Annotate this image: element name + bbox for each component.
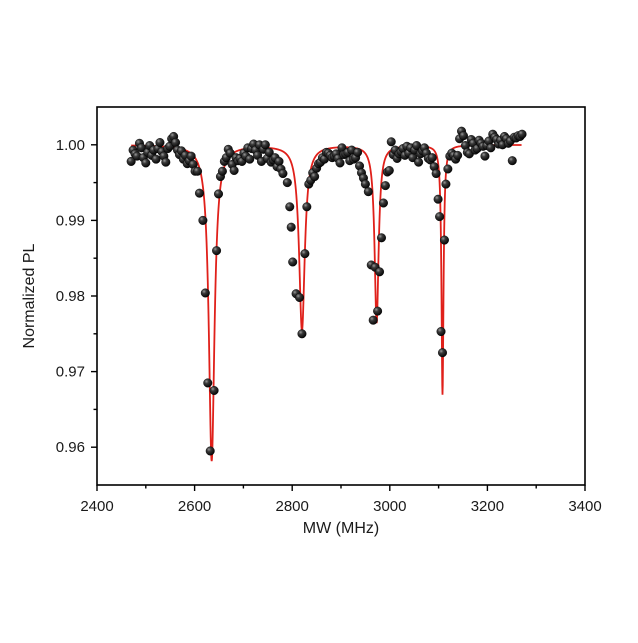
data-point xyxy=(378,198,388,208)
data-point xyxy=(441,179,451,189)
data-point xyxy=(363,187,373,197)
data-point xyxy=(278,169,288,179)
data-point xyxy=(126,156,136,166)
data-point xyxy=(480,151,490,161)
data-point xyxy=(245,154,255,164)
data-point xyxy=(214,189,224,199)
data-point xyxy=(300,249,310,259)
data-point xyxy=(302,202,312,212)
y-tick-label: 0.98 xyxy=(56,288,85,305)
data-point xyxy=(439,235,449,245)
x-tick-label: 3000 xyxy=(373,498,406,515)
data-point xyxy=(209,386,219,396)
data-point xyxy=(286,222,296,232)
data-point xyxy=(200,288,210,298)
data-point xyxy=(136,143,146,153)
data-point xyxy=(384,165,394,175)
data-point xyxy=(155,138,165,148)
data-point xyxy=(285,202,295,212)
data-point xyxy=(186,151,196,161)
data-point xyxy=(375,267,385,277)
data-point xyxy=(151,154,161,164)
data-point xyxy=(217,166,227,176)
data-point xyxy=(282,178,292,188)
x-tick-label: 2800 xyxy=(276,498,309,515)
fit-curve-layer xyxy=(131,144,522,462)
data-point xyxy=(161,157,171,167)
data-point xyxy=(427,153,437,163)
fit-line xyxy=(131,144,522,462)
axis-tick-labels: 2400 2600 2800 3000 3200 3400 0.96 0.97 0.98 0.99… xyxy=(56,137,602,515)
data-point xyxy=(373,306,383,316)
data-point xyxy=(193,166,203,176)
data-point xyxy=(288,257,298,267)
x-tick-label: 2400 xyxy=(80,498,113,515)
data-point xyxy=(274,156,284,166)
y-tick-label: 0.99 xyxy=(56,212,85,229)
data-point xyxy=(443,164,453,174)
x-tick-label: 2600 xyxy=(178,498,211,515)
x-axis-title: MW (MHz) xyxy=(303,520,379,537)
data-point xyxy=(198,215,208,225)
data-point xyxy=(297,329,307,339)
data-point xyxy=(433,194,443,204)
data-point xyxy=(486,143,496,153)
data-point xyxy=(436,327,446,337)
data-point xyxy=(453,150,463,160)
data-point xyxy=(141,158,151,168)
data-point xyxy=(171,138,181,148)
x-tick-label: 3200 xyxy=(471,498,504,515)
data-point xyxy=(517,129,527,139)
data-point xyxy=(335,158,345,168)
y-tick-label: 0.97 xyxy=(56,364,85,381)
data-point xyxy=(212,246,222,256)
data-point xyxy=(203,378,213,388)
data-point xyxy=(458,131,468,141)
data-point xyxy=(368,315,378,325)
data-points-layer xyxy=(126,126,527,456)
axis-ticks xyxy=(91,144,586,491)
data-point xyxy=(507,156,517,166)
data-point xyxy=(260,140,270,150)
y-tick-label: 0.96 xyxy=(56,439,85,456)
data-point xyxy=(377,233,387,243)
data-point xyxy=(431,169,441,179)
data-point xyxy=(310,172,320,182)
data-point xyxy=(435,212,445,222)
x-tick-label: 3400 xyxy=(568,498,601,515)
y-tick-label: 1.00 xyxy=(56,137,85,154)
data-point xyxy=(386,137,396,147)
y-axis-title: Normalized PL xyxy=(21,243,38,348)
data-point xyxy=(264,147,274,157)
data-point xyxy=(414,157,424,167)
data-point xyxy=(205,446,215,456)
data-point xyxy=(194,188,204,198)
data-point xyxy=(353,147,363,157)
data-point xyxy=(360,179,370,189)
data-point xyxy=(438,348,448,358)
data-point xyxy=(380,181,390,191)
data-point xyxy=(295,293,305,303)
data-point xyxy=(229,165,239,175)
